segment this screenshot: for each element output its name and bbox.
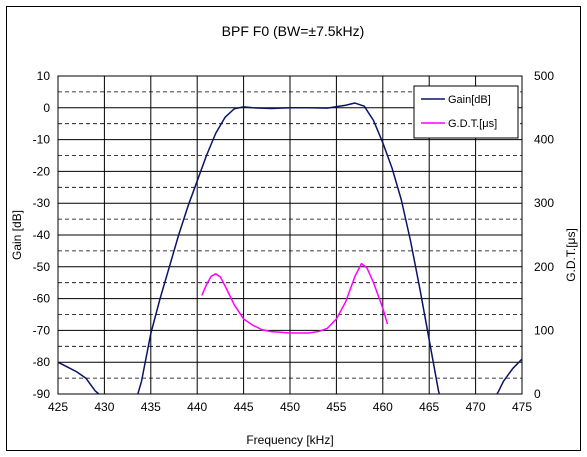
y-axis-label: Gain [dB] xyxy=(10,210,24,260)
y-tick-label: -90 xyxy=(33,387,51,401)
y-tick-label: -20 xyxy=(33,164,51,178)
series-line-gain xyxy=(496,358,523,395)
x-tick-label: 430 xyxy=(94,400,114,414)
legend-label-gdt: G.D.T.[μs] xyxy=(448,118,497,130)
x-tick-label: 465 xyxy=(419,400,439,414)
x-tick-label: 470 xyxy=(466,400,486,414)
x-tick-label: 445 xyxy=(234,400,254,414)
x-tick-label: 435 xyxy=(141,400,161,414)
x-tick-label: 425 xyxy=(48,400,68,414)
legend-box xyxy=(413,85,519,139)
y2-tick-label: 0 xyxy=(534,387,541,401)
legend-label-gain: Gain[dB] xyxy=(448,94,491,106)
series-line-gdt xyxy=(201,262,389,334)
x-tick-label: 440 xyxy=(187,400,207,414)
y-tick-label: -10 xyxy=(33,133,51,147)
y-tick-label: -70 xyxy=(33,323,51,337)
y2-tick-label: 400 xyxy=(534,133,554,147)
series-layer xyxy=(57,102,523,395)
x-tick-label: 475 xyxy=(512,400,532,414)
y2-axis-label: G.D.T.[μs] xyxy=(564,228,578,282)
x-tick-label: 455 xyxy=(326,400,346,414)
chart-border xyxy=(6,6,581,451)
plot-area xyxy=(57,75,523,395)
y2-tick-label: 200 xyxy=(534,260,554,274)
x-tick-label: 460 xyxy=(373,400,393,414)
chart-title: BPF F0 (BW=±7.5kHz) xyxy=(222,23,365,39)
tick-labels: 425 430 435 440 445 450 455 460 465 470 475100-10-… xyxy=(33,69,555,414)
x-axis-label: Frequency [kHz] xyxy=(246,433,333,447)
y-tick-label: -30 xyxy=(33,196,51,210)
series-line-gain xyxy=(137,102,441,395)
y-tick-label: 10 xyxy=(37,69,51,83)
y-tick-label: -60 xyxy=(33,292,51,306)
legend: Gain[dB] G.D.T.[μs] xyxy=(413,85,519,139)
x-tick-label: 450 xyxy=(280,400,300,414)
y2-tick-label: 500 xyxy=(534,69,554,83)
series-line-gain xyxy=(57,361,100,395)
y-tick-label: -50 xyxy=(33,260,51,274)
y-tick-label: 0 xyxy=(43,101,50,115)
y2-tick-label: 300 xyxy=(534,196,554,210)
y-tick-label: -80 xyxy=(33,355,51,369)
y-tick-label: -40 xyxy=(33,228,51,242)
y2-tick-label: 100 xyxy=(534,323,554,337)
